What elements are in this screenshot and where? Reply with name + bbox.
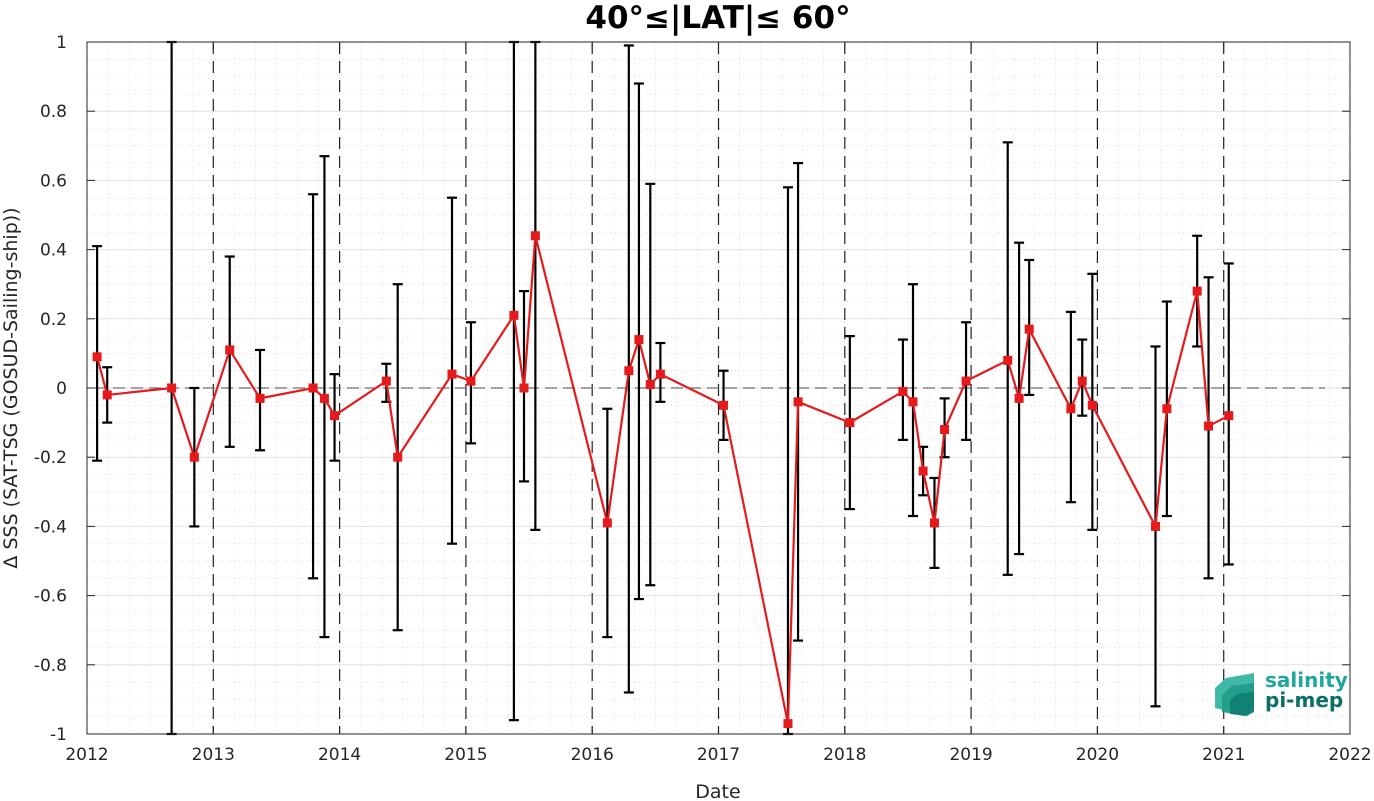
y-tick-label: 0.4 xyxy=(40,241,67,261)
data-point xyxy=(167,383,177,393)
data-point xyxy=(918,466,928,476)
series-markers xyxy=(92,231,1234,729)
data-point xyxy=(783,719,793,729)
x-tick-label: 2013 xyxy=(192,745,235,765)
x-tick-label: 2015 xyxy=(444,745,487,765)
data-point xyxy=(961,376,971,386)
data-point xyxy=(393,452,403,462)
data-point xyxy=(602,518,612,528)
data-point xyxy=(381,376,391,386)
salinity-pimep-logo: salinity pi-mep xyxy=(1215,668,1348,716)
x-tick-label: 2019 xyxy=(949,745,992,765)
data-point xyxy=(908,397,918,407)
logo-text-salinity: salinity xyxy=(1265,668,1348,692)
data-point xyxy=(624,366,634,376)
logo-text-pimep: pi-mep xyxy=(1265,688,1343,712)
data-point xyxy=(530,231,540,241)
data-point xyxy=(1077,376,1087,386)
data-point xyxy=(655,369,665,379)
x-tick-label: 2017 xyxy=(697,745,740,765)
y-tick-label: -0.6 xyxy=(34,587,67,607)
data-point xyxy=(1192,286,1202,296)
x-tick-label: 2014 xyxy=(318,745,361,765)
y-tick-label: -1 xyxy=(50,725,67,745)
x-tick-label: 2016 xyxy=(571,745,614,765)
y-tick-label: 0.6 xyxy=(40,171,67,191)
data-point xyxy=(845,418,855,428)
y-axis-label: Δ SSS (SAT-TSG (GOSUD-Sailing-ship)) xyxy=(0,207,22,568)
x-tick-label: 2020 xyxy=(1076,745,1119,765)
x-tick-labels: 2012 2013 2014 2015 2016 2017 2018 2019 2020 2021… xyxy=(65,745,1371,765)
y-tick-label: 1 xyxy=(56,33,67,53)
data-point xyxy=(793,397,803,407)
data-point xyxy=(308,383,318,393)
data-point xyxy=(1150,521,1160,531)
chart-title: 40°≤|LAT|≤ 60° xyxy=(585,0,850,36)
data-point xyxy=(102,390,112,400)
data-point xyxy=(447,369,457,379)
x-tick-label: 2018 xyxy=(823,745,866,765)
data-point xyxy=(1024,324,1034,334)
data-point xyxy=(519,383,529,393)
data-point xyxy=(634,335,644,345)
y-tick-label: -0.2 xyxy=(34,448,67,468)
data-point xyxy=(1204,421,1214,431)
data-point xyxy=(719,400,729,410)
y-tick-label: 0 xyxy=(56,379,67,399)
y-tick-label: -0.8 xyxy=(34,656,67,676)
data-point xyxy=(1066,404,1076,414)
data-point xyxy=(319,393,329,403)
y-tick-labels: 1 0.8 0.6 0.4 0.2 0 -0.2 -0.4 -0.6 -0.8 -1 xyxy=(34,33,67,745)
data-point xyxy=(1003,355,1013,365)
data-point xyxy=(509,310,519,320)
y-tick-label: 0.8 xyxy=(40,102,67,122)
data-point xyxy=(1014,393,1024,403)
x-tick-label: 2022 xyxy=(1328,745,1371,765)
axes xyxy=(86,41,1351,735)
data-point xyxy=(189,452,199,462)
y-tick-label: -0.4 xyxy=(34,517,67,537)
data-point xyxy=(466,376,476,386)
data-point xyxy=(929,518,939,528)
data-point xyxy=(1162,404,1172,414)
data-point xyxy=(330,411,340,421)
data-point xyxy=(1224,411,1234,421)
x-tick-label: 2021 xyxy=(1202,745,1245,765)
x-tick-label: 2012 xyxy=(65,745,108,765)
data-point xyxy=(92,352,102,362)
data-point xyxy=(255,393,265,403)
x-axis-label: Date xyxy=(695,781,740,801)
data-point xyxy=(225,345,235,355)
data-point xyxy=(898,386,908,396)
y-tick-label: 0.2 xyxy=(40,310,67,330)
data-point xyxy=(645,380,655,390)
data-point xyxy=(1087,400,1097,410)
data-point xyxy=(940,425,950,435)
wave-logo-icon xyxy=(1215,673,1254,716)
